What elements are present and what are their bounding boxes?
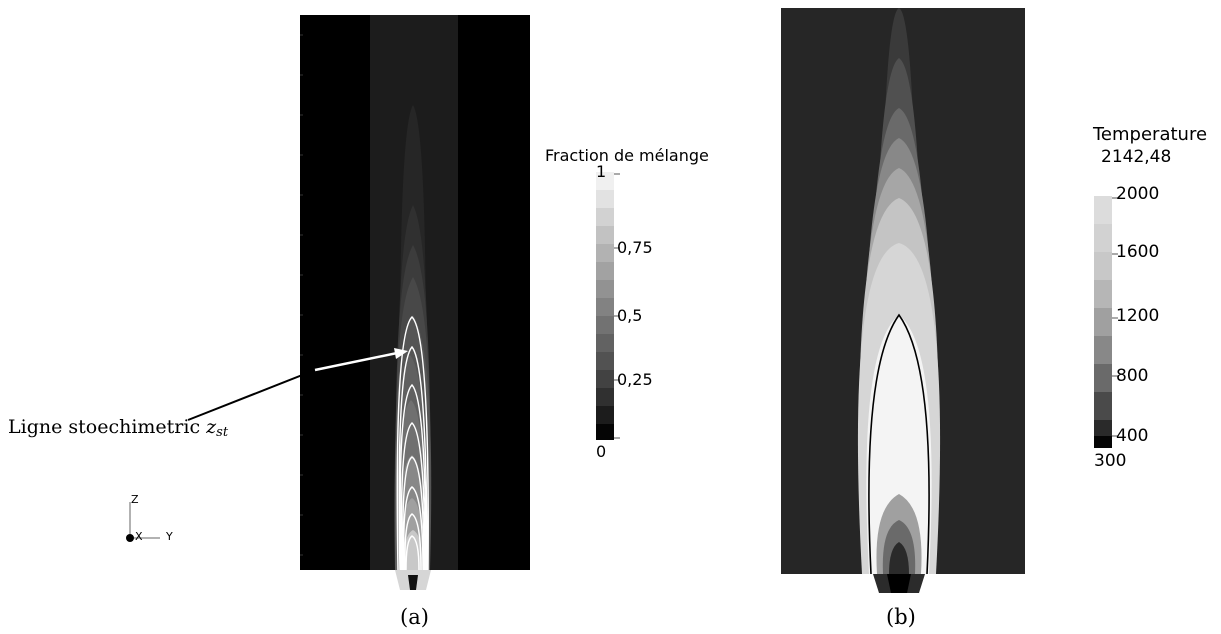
colorbar-a-tick: 1: [596, 162, 607, 181]
colorbar-b-tick: 800: [1116, 366, 1149, 386]
colorbar-b-title: Temperature: [1093, 124, 1208, 145]
axis-y-label: Y: [166, 530, 173, 543]
annotation-arrow: [187, 348, 408, 421]
caption-a: (a): [400, 605, 429, 629]
axis-z-label: Z: [131, 493, 139, 506]
temperature-field: [781, 8, 1025, 593]
colorbar-a-tick: 0: [596, 442, 607, 461]
caption-b: (b): [886, 605, 916, 629]
colorbar-a-tick: 0,75: [617, 238, 653, 257]
colorbar-b-tick: 300: [1094, 451, 1127, 471]
colorbar-b-tick: 1600: [1116, 242, 1160, 262]
colorbar-a-tick: 0,25: [617, 370, 653, 389]
colorbar-a-tick: 0,5: [617, 306, 643, 325]
panel-a: Ligne stoechimetric zst Z X Y Fraction d…: [0, 0, 709, 634]
axes-orientation-icon: [126, 502, 160, 542]
panel-b: Temperature 2142,48 2000 1600 1200 800 4…: [600, 0, 1221, 634]
colorbar-b-max: 2142,48: [1101, 147, 1172, 167]
colorbar-b-tick: 2000: [1116, 184, 1160, 204]
colorbar-a-title: Fraction de mélange: [545, 146, 709, 165]
colorbar-a: [596, 172, 620, 440]
colorbar-b-tick: 400: [1116, 426, 1149, 446]
colorbar-b-tick: 1200: [1116, 306, 1160, 326]
stoichiometric-line-label: Ligne stoechimetric zst: [8, 416, 229, 440]
axis-x-label: X: [135, 530, 143, 543]
colorbar-b: [1094, 196, 1118, 448]
mixture-fraction-field: [300, 15, 530, 590]
